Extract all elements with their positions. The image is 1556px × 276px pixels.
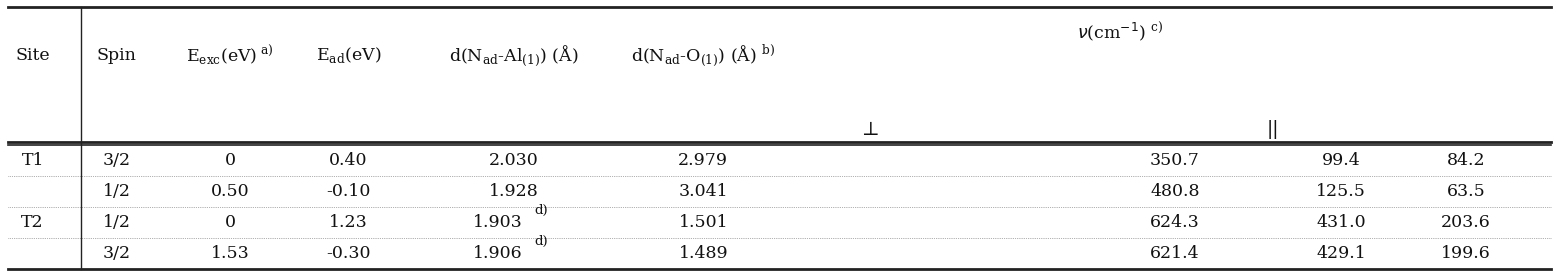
- Text: 624.3: 624.3: [1150, 214, 1200, 231]
- Text: ⊥: ⊥: [860, 121, 879, 139]
- Text: 1.903: 1.903: [473, 214, 523, 231]
- Text: 199.6: 199.6: [1441, 245, 1491, 262]
- Text: Spin: Spin: [96, 47, 137, 64]
- Text: E$_\mathregular{ad}$(eV): E$_\mathregular{ad}$(eV): [316, 45, 381, 65]
- Text: 125.5: 125.5: [1316, 183, 1366, 200]
- Text: 480.8: 480.8: [1150, 183, 1200, 200]
- Text: 1/2: 1/2: [103, 214, 131, 231]
- Text: 429.1: 429.1: [1316, 245, 1366, 262]
- Text: 1.501: 1.501: [678, 214, 728, 231]
- Text: 1.489: 1.489: [678, 245, 728, 262]
- Text: 0.50: 0.50: [212, 183, 249, 200]
- Text: d): d): [535, 203, 548, 216]
- Text: 1/2: 1/2: [103, 183, 131, 200]
- Text: T1: T1: [22, 152, 44, 169]
- Text: 99.4: 99.4: [1323, 152, 1360, 169]
- Text: 350.7: 350.7: [1150, 152, 1200, 169]
- Text: d(N$_\mathregular{ad}$-O$_\mathregular{(1)}$) (Å) $^{\mathregular{b)}}$: d(N$_\mathregular{ad}$-O$_\mathregular{(…: [632, 42, 775, 69]
- Text: d): d): [535, 235, 548, 248]
- Text: 2.030: 2.030: [489, 152, 538, 169]
- Text: 3/2: 3/2: [103, 245, 131, 262]
- Text: 621.4: 621.4: [1150, 245, 1200, 262]
- Text: 1.53: 1.53: [212, 245, 249, 262]
- Text: $\nu$(cm$^{-1}$) $^{\mathregular{c)}}$: $\nu$(cm$^{-1}$) $^{\mathregular{c)}}$: [1077, 21, 1164, 45]
- Text: 1.928: 1.928: [489, 183, 538, 200]
- Text: 0: 0: [224, 214, 237, 231]
- Text: 2.979: 2.979: [678, 152, 728, 169]
- Text: 63.5: 63.5: [1447, 183, 1484, 200]
- Text: 0.40: 0.40: [330, 152, 367, 169]
- Text: Site: Site: [16, 47, 50, 64]
- Text: d(N$_\mathregular{ad}$-Al$_\mathregular{(1)}$) (Å): d(N$_\mathregular{ad}$-Al$_\mathregular{…: [448, 43, 579, 68]
- Text: ||: ||: [1267, 120, 1279, 139]
- Text: 3.041: 3.041: [678, 183, 728, 200]
- Text: 431.0: 431.0: [1316, 214, 1366, 231]
- Text: T2: T2: [22, 214, 44, 231]
- Text: 84.2: 84.2: [1447, 152, 1484, 169]
- Text: E$_\mathregular{exc}$(eV)$^{\mathregular{\ a)}}$: E$_\mathregular{exc}$(eV)$^{\mathregular…: [187, 43, 274, 68]
- Text: -0.10: -0.10: [327, 183, 370, 200]
- Text: 1.23: 1.23: [330, 214, 367, 231]
- Text: 203.6: 203.6: [1441, 214, 1491, 231]
- Text: 3/2: 3/2: [103, 152, 131, 169]
- Text: 0: 0: [224, 152, 237, 169]
- Text: -0.30: -0.30: [327, 245, 370, 262]
- Text: 1.906: 1.906: [473, 245, 523, 262]
